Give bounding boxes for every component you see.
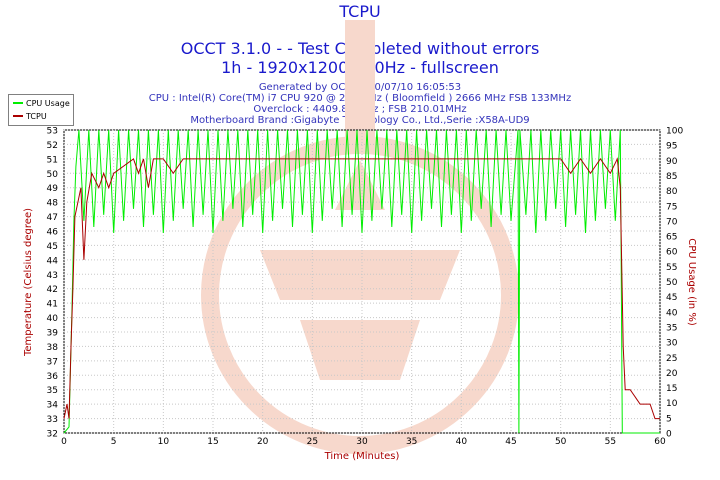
y-left-tick-label: 42 — [47, 285, 58, 295]
y-left-tick-label: 53 — [47, 127, 58, 137]
y-left-tick-label: 45 — [47, 242, 58, 252]
y-right-tick-label: 25 — [666, 354, 677, 364]
x-tick-label: 0 — [61, 437, 67, 447]
y-left-tick-label: 48 — [47, 199, 59, 209]
x-tick-label: 50 — [555, 437, 567, 447]
watermark-logo — [201, 20, 519, 454]
y-left-tick-label: 34 — [47, 401, 59, 411]
y-left-tick-label: 49 — [47, 184, 59, 194]
y-axis-label-left: Temperature (Celsius degree) — [23, 208, 34, 357]
y-right-tick-label: 0 — [666, 430, 672, 440]
y-left-tick-label: 38 — [47, 343, 59, 353]
y-left-tick-label: 47 — [47, 213, 58, 223]
chart-title: TCPU — [339, 2, 381, 21]
x-tick-label: 5 — [111, 437, 117, 447]
y-left-tick-label: 32 — [47, 430, 58, 440]
y-right-tick-label: 65 — [666, 233, 677, 243]
x-tick-label: 45 — [505, 437, 516, 447]
y-right-tick-label: 85 — [666, 172, 677, 182]
y-right-tick-label: 100 — [666, 127, 683, 137]
legend-swatch-tcpu — [13, 115, 23, 117]
y-right-tick-label: 30 — [666, 339, 678, 349]
y-right-tick-label: 90 — [666, 157, 678, 167]
y-left-tick-label: 46 — [47, 228, 59, 238]
y-right-tick-label: 70 — [666, 217, 678, 227]
y-right-tick-label: 20 — [666, 369, 678, 379]
chart-legend: CPU Usage TCPU — [8, 94, 74, 126]
x-tick-label: 40 — [456, 437, 468, 447]
y-left-tick-label: 39 — [47, 329, 59, 339]
y-left-tick-label: 51 — [47, 155, 58, 165]
y-right-tick-label: 95 — [666, 142, 677, 152]
x-tick-label: 20 — [257, 437, 269, 447]
y-left-tick-label: 36 — [47, 372, 59, 382]
x-axis-label: Time (Minutes) — [324, 451, 400, 462]
y-left-tick-label: 50 — [47, 170, 59, 180]
x-tick-label: 55 — [605, 437, 616, 447]
y-left-tick-label: 37 — [47, 357, 58, 367]
y-axis-label-right: CPU Usage (in %) — [686, 238, 697, 326]
legend-swatch-cpu-usage — [13, 102, 23, 104]
x-tick-label: 25 — [307, 437, 318, 447]
y-right-tick-label: 35 — [666, 323, 677, 333]
legend-entry-tcpu: TCPU — [13, 110, 47, 122]
legend-entry-cpu-usage: CPU Usage — [13, 97, 70, 109]
legend-label-tcpu: TCPU — [26, 111, 47, 121]
y-right-tick-label: 50 — [666, 278, 678, 288]
y-right-tick-label: 40 — [666, 308, 678, 318]
y-right-tick-label: 75 — [666, 202, 677, 212]
x-tick-label: 15 — [207, 437, 218, 447]
y-left-tick-label: 52 — [47, 141, 58, 151]
y-right-tick-label: 80 — [666, 187, 678, 197]
y-left-tick-label: 35 — [47, 386, 58, 396]
legend-label-cpu-usage: CPU Usage — [26, 98, 70, 108]
x-tick-label: 30 — [356, 437, 368, 447]
y-left-tick-label: 40 — [47, 314, 59, 324]
y-left-tick-label: 33 — [47, 415, 58, 425]
x-tick-label: 10 — [158, 437, 170, 447]
series-line-tcpu — [63, 157, 660, 420]
y-left-tick-label: 44 — [47, 256, 59, 266]
x-tick-label: 35 — [406, 437, 417, 447]
y-right-tick-label: 10 — [666, 399, 678, 409]
x-tick-label: 60 — [654, 437, 666, 447]
y-right-tick-label: 60 — [666, 248, 678, 258]
y-left-tick-label: 43 — [47, 271, 58, 281]
y-right-tick-label: 55 — [666, 263, 677, 273]
y-right-tick-label: 5 — [666, 414, 672, 424]
y-left-tick-label: 41 — [47, 300, 58, 310]
y-right-tick-label: 15 — [666, 384, 677, 394]
y-right-tick-label: 45 — [666, 293, 677, 303]
